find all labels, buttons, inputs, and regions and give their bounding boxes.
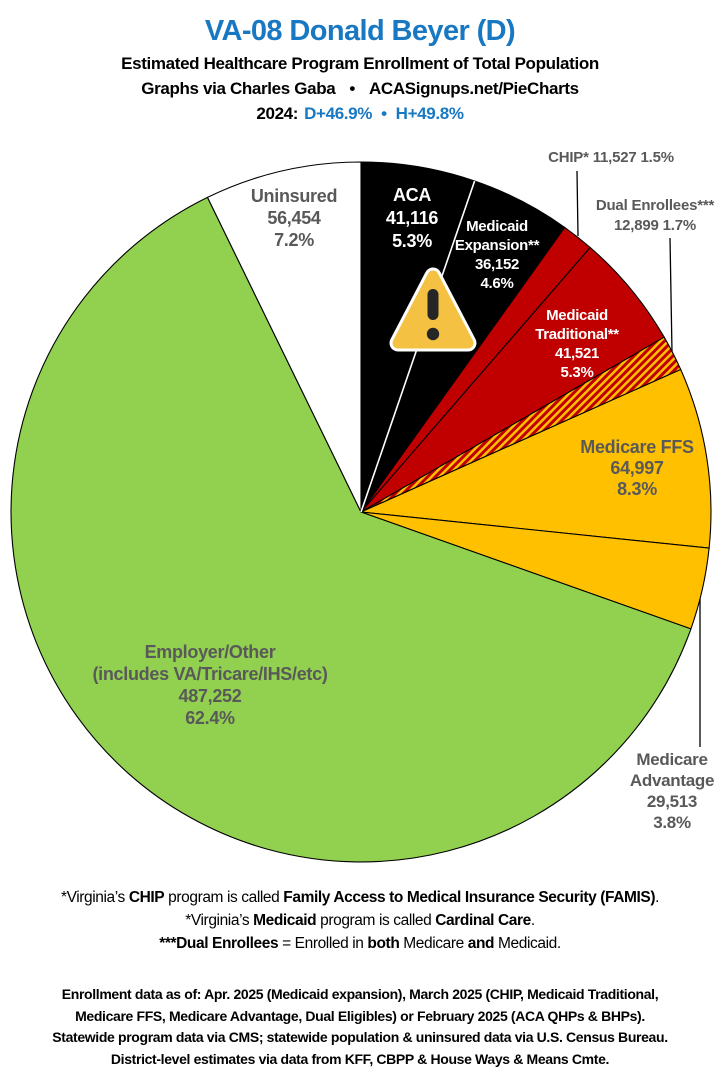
dual-enrollees-leader-line bbox=[669, 237, 673, 353]
warning-icon bbox=[389, 267, 477, 352]
medicaid-expansion-slice-label: Medicaid Expansion** 36,152 4.6% bbox=[454, 218, 540, 292]
source-line: Enrollment data as of: Apr. 2025 (Medica… bbox=[61, 986, 659, 1002]
data-sources: Enrollment data as of: Apr. 2025 (Medica… bbox=[0, 984, 720, 1070]
employer-other-slice-label: Employer/Other (includes VA/Tricare/IHS/… bbox=[92, 642, 328, 728]
medicare-ffs-slice-label: Medicare FFS 64,997 8.3% bbox=[580, 437, 694, 499]
medicare-advantage-slice-label: Medicare Advantage 29,513 3.8% bbox=[629, 750, 715, 832]
chip-slice-label: CHIP* 11,527 1.5% bbox=[548, 149, 674, 166]
pie-slice-uninsured bbox=[206, 161, 362, 513]
credit-site: ACASignups.net/PieCharts bbox=[368, 79, 579, 98]
source-line: Statewide program data via CMS; statewid… bbox=[52, 1029, 668, 1045]
pie-slice-medicare-ffs bbox=[358, 368, 712, 549]
footnote-chip: *Virginia’s CHIP program is called Famil… bbox=[60, 889, 660, 906]
partisan-house-margin: H+49.8% bbox=[395, 104, 464, 123]
credit-author: Graphs via Charles Gaba bbox=[141, 79, 336, 98]
source-line: District-level estimates via data from K… bbox=[110, 1050, 610, 1067]
uninsured-slice-label: Uninsured 56,454 7.2% bbox=[250, 186, 338, 250]
partisan-year: 2024: bbox=[256, 104, 299, 123]
footnotes: *Virginia’s CHIP program is called Famil… bbox=[0, 886, 720, 955]
footnote-medicaid: *Virginia’s Medicaid program is called C… bbox=[185, 912, 535, 929]
aca-slice-label: ACA 41,116 5.3% bbox=[385, 185, 439, 251]
dual-enrollees-slice-label: Dual Enrollees*** 12,899 1.7% bbox=[595, 197, 715, 234]
bullet-separator: • bbox=[349, 79, 355, 98]
pie-slice-employer-other bbox=[10, 196, 692, 863]
page-title: VA-08 Donald Beyer (D) bbox=[204, 15, 516, 47]
partisan-dem-margin: D+46.9% bbox=[304, 104, 373, 123]
source-line: Medicare FFS, Medicare Advantage, Dual E… bbox=[75, 1007, 645, 1024]
bullet-separator: • bbox=[381, 104, 387, 123]
footnote-dual: ***Dual Enrollees = Enrolled in both Med… bbox=[159, 935, 561, 952]
partisan-lean-line: 2024: D+46.9% • H+49.8% bbox=[0, 104, 720, 124]
subtitle: Estimated Healthcare Program Enrollment … bbox=[121, 54, 599, 73]
medicaid-traditional-slice-label: Medicaid Traditional** 41,521 5.3% bbox=[535, 307, 619, 381]
credit-line: Graphs via Charles Gaba • ACASignups.net/P… bbox=[0, 79, 720, 99]
chip-leader-line bbox=[576, 170, 579, 237]
